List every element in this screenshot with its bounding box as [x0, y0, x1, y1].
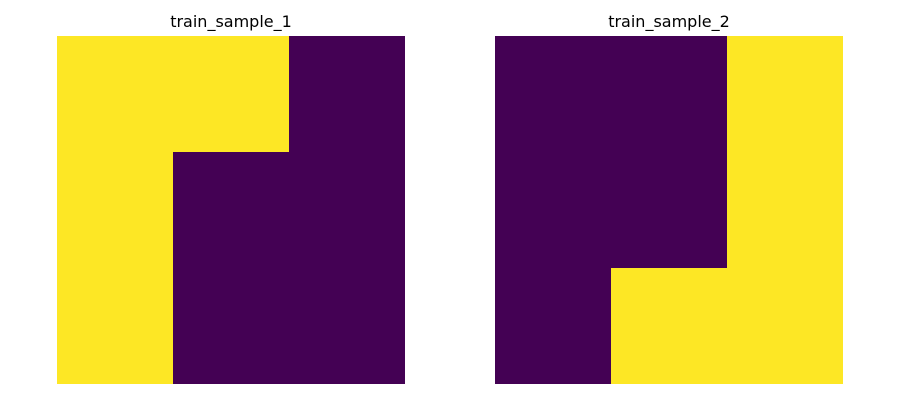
heatmap-cell-2-r2-c0 [495, 268, 612, 384]
heatmap-cell-2-r1-c0 [495, 152, 612, 269]
heatmap-cell-1-r2-c2 [289, 268, 405, 384]
chart-title-train-sample-1: train_sample_1 [170, 12, 292, 31]
heatmap-cell-2-r0-c0 [495, 36, 612, 153]
heatmap-train-sample-2 [495, 36, 843, 384]
heatmap-cell-1-r0-c0 [57, 36, 174, 153]
heatmap-cell-2-r1-c1 [611, 152, 728, 269]
heatmap-cell-1-r1-c0 [57, 152, 174, 269]
heatmap-cell-2-r0-c1 [611, 36, 728, 153]
heatmap-train-sample-1 [57, 36, 405, 384]
heatmap-cell-1-r2-c1 [173, 268, 290, 384]
heatmap-cell-2-r0-c2 [727, 36, 843, 153]
chart-title-train-sample-2: train_sample_2 [608, 12, 730, 31]
heatmap-cell-2-r1-c2 [727, 152, 843, 269]
heatmap-cell-1-r0-c1 [173, 36, 290, 153]
heatmap-cell-1-r1-c1 [173, 152, 290, 269]
heatmap-cell-1-r2-c0 [57, 268, 174, 384]
heatmap-cell-2-r2-c1 [611, 268, 728, 384]
heatmap-cell-1-r0-c2 [289, 36, 405, 153]
heatmap-cell-1-r1-c2 [289, 152, 405, 269]
heatmap-cell-2-r2-c2 [727, 268, 843, 384]
